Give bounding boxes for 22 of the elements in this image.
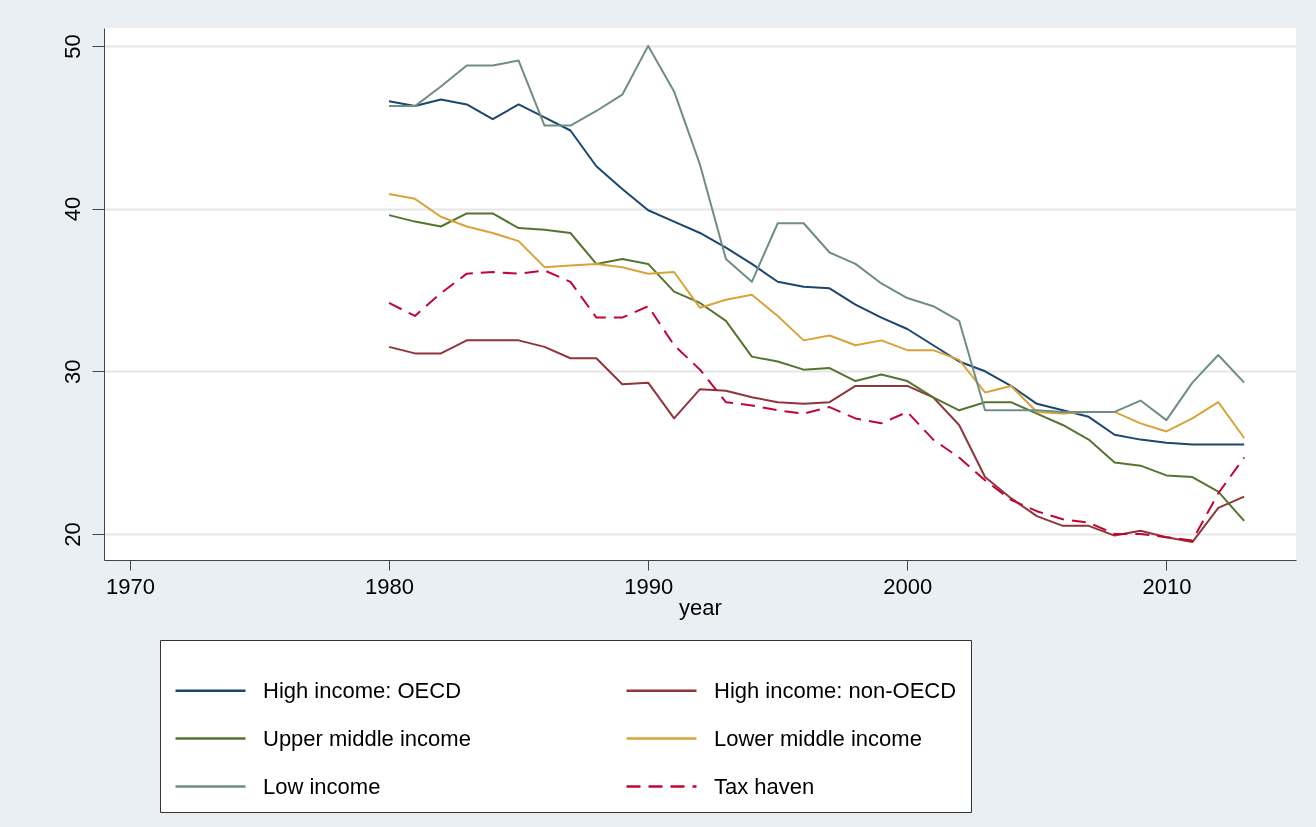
legend-label: Lower middle income xyxy=(714,725,922,751)
line-series xyxy=(388,98,1246,446)
legend-label: High income: OECD xyxy=(263,677,462,703)
x-tick-label: 1990 xyxy=(624,573,674,599)
x-tick-label: 1980 xyxy=(365,573,415,599)
line-series xyxy=(388,212,1246,522)
legend-label: Tax haven xyxy=(714,773,815,799)
x-axis-title: year xyxy=(679,594,722,620)
y-tick-label: 40 xyxy=(59,196,85,222)
y-tick-label: 50 xyxy=(59,34,85,59)
line-series xyxy=(388,339,1246,544)
y-tick-label: 30 xyxy=(59,359,85,385)
line-series xyxy=(388,192,1246,439)
legend-label: Low income xyxy=(263,773,381,799)
x-tick-label: 2010 xyxy=(1142,573,1192,599)
line-series xyxy=(388,44,1246,422)
legend-label: High income: non-OECD xyxy=(714,677,957,703)
legend-label: Upper middle income xyxy=(263,725,471,751)
x-tick-label: 1970 xyxy=(105,573,155,599)
line-series xyxy=(388,269,1246,542)
x-tick-label: 2000 xyxy=(883,573,933,599)
y-tick-label: 20 xyxy=(59,522,85,547)
